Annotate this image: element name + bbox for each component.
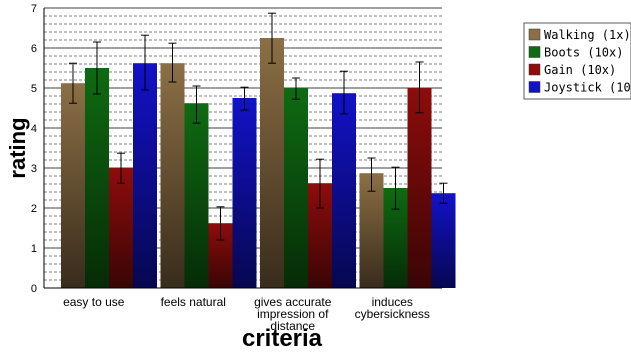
bar	[359, 173, 384, 288]
y-tick-label: 2	[31, 203, 37, 215]
y-axis-title: rating	[5, 117, 30, 178]
legend-box	[523, 22, 631, 100]
y-tick-label: 5	[31, 83, 37, 95]
legend-label: Gain (10x)	[544, 63, 616, 77]
bars	[61, 38, 456, 289]
bar	[109, 168, 133, 288]
bar	[160, 63, 185, 289]
bar	[431, 193, 456, 288]
x-category-label: cybersickness	[355, 307, 430, 321]
error-bars	[69, 12, 448, 241]
x-category-label: distance	[270, 319, 315, 333]
labels: 0 1 2 3 4 5 6 7 easy to use feels natural gives ac…	[31, 3, 430, 333]
y-tick-label: 1	[31, 243, 37, 255]
x-category-label: easy to use	[63, 295, 125, 309]
legend-label: Boots (10x)	[544, 46, 623, 60]
legend-swatch	[528, 46, 541, 58]
y-tick-label: 4	[31, 123, 37, 135]
bar	[133, 63, 157, 289]
x-axis-title: criteria	[242, 325, 323, 349]
axes	[43, 8, 442, 289]
y-tick-label: 6	[31, 43, 37, 55]
bar	[260, 38, 284, 288]
legend-swatch	[528, 81, 541, 93]
y-tick-label: 0	[31, 283, 37, 295]
legend-swatch	[528, 63, 541, 76]
legend-label: Walking (1x)	[544, 28, 631, 42]
legend-swatch	[528, 28, 541, 41]
x-category-label: impression of	[257, 307, 329, 321]
legend: Walking (1x) Boots (10x) Gain (10x) Joystic…	[523, 22, 631, 100]
legend-label: Joystick (10x)	[544, 81, 631, 95]
bar	[284, 88, 308, 288]
x-category-label: induces	[372, 295, 413, 309]
x-category-label: feels natural	[161, 295, 226, 309]
bar	[407, 88, 432, 288]
x-category-label: gives accurate	[254, 295, 332, 309]
y-tick-label: 7	[31, 3, 37, 15]
bar	[332, 93, 356, 288]
bar	[232, 98, 257, 288]
bar	[85, 68, 109, 288]
bar	[184, 103, 209, 288]
y-tick-label: 3	[31, 163, 37, 175]
bar	[61, 83, 85, 288]
